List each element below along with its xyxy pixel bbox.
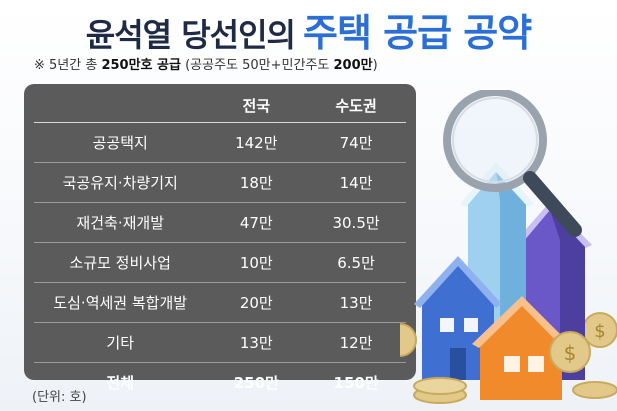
row-label: 도심·역세권 복합개발: [34, 282, 207, 323]
house-icon: [414, 256, 502, 380]
table-row: 국공유지·차량기지 18만 14만: [34, 162, 406, 203]
table-total-row: 전체 250만 150만: [34, 363, 406, 403]
housing-illustration: $ $: [400, 90, 617, 404]
column-header-blank: [34, 88, 207, 123]
nation-value: 10만: [206, 242, 307, 283]
note-detail: (공공주도 50만+민간주도: [180, 58, 334, 73]
magnifier-icon: [443, 90, 582, 237]
capital-value: 150만: [333, 374, 379, 392]
nation-value: 47만: [206, 202, 307, 243]
supply-table: 전국 수도권 공공택지 142만 74만 국공유지·차량기지 18만 14만 재…: [34, 88, 406, 402]
title-part2: 주택 공급 공약: [303, 11, 532, 55]
page-title: 윤석열 당선인의 주택 공급 공약: [0, 2, 617, 57]
capital-value: 74만: [306, 122, 406, 163]
table-row: 재건축·재개발 47만 30.5만: [34, 202, 406, 243]
nation-value: 20만: [206, 282, 307, 323]
table-row: 기타 13만 12만: [34, 322, 406, 363]
note-prefix: ※ 5년간 총: [34, 58, 102, 73]
note-private: 200만: [333, 58, 373, 73]
unit-note: (단위: 호): [32, 390, 87, 405]
row-label: 국공유지·차량기지: [34, 162, 207, 203]
coin-icon: [413, 377, 467, 404]
capital-value: 6.5만: [306, 242, 406, 283]
table-header-row: 전국 수도권: [34, 88, 406, 123]
note-suffix: ): [372, 58, 378, 73]
supply-note: ※ 5년간 총 250만호 공급 (공공주도 50만+민간주도 200만): [34, 54, 378, 73]
column-header-nation: 전국: [206, 88, 307, 123]
coin-icon: [572, 381, 617, 399]
note-total: 250만호 공급: [101, 58, 181, 73]
svg-text:$: $: [594, 321, 605, 342]
table-row: 도심·역세권 복합개발 20만 13만: [34, 282, 406, 323]
column-header-capital: 수도권: [306, 88, 406, 123]
svg-text:$: $: [564, 341, 577, 365]
nation-value: 13만: [206, 322, 307, 363]
title-part1: 윤석열 당선인의: [85, 16, 296, 54]
capital-value: 12만: [306, 322, 406, 363]
row-label: 전체: [106, 374, 135, 392]
nation-value: 18만: [206, 162, 307, 203]
capital-value: 30.5만: [306, 202, 406, 243]
nation-value: 250만: [233, 374, 279, 392]
table-row: 소규모 정비사업 10만 6.5만: [34, 242, 406, 283]
row-label: 재건축·재개발: [34, 202, 207, 243]
coin-icon: $: [549, 331, 591, 373]
row-label: 소규모 정비사업: [34, 242, 207, 283]
nation-value: 142만: [206, 122, 307, 163]
row-label: 공공택지: [34, 122, 207, 163]
coin-icon: [400, 323, 417, 357]
capital-value: 14만: [306, 162, 406, 203]
table-row: 공공택지 142만 74만: [34, 122, 406, 163]
row-label: 기타: [34, 322, 207, 363]
capital-value: 13만: [306, 282, 406, 323]
